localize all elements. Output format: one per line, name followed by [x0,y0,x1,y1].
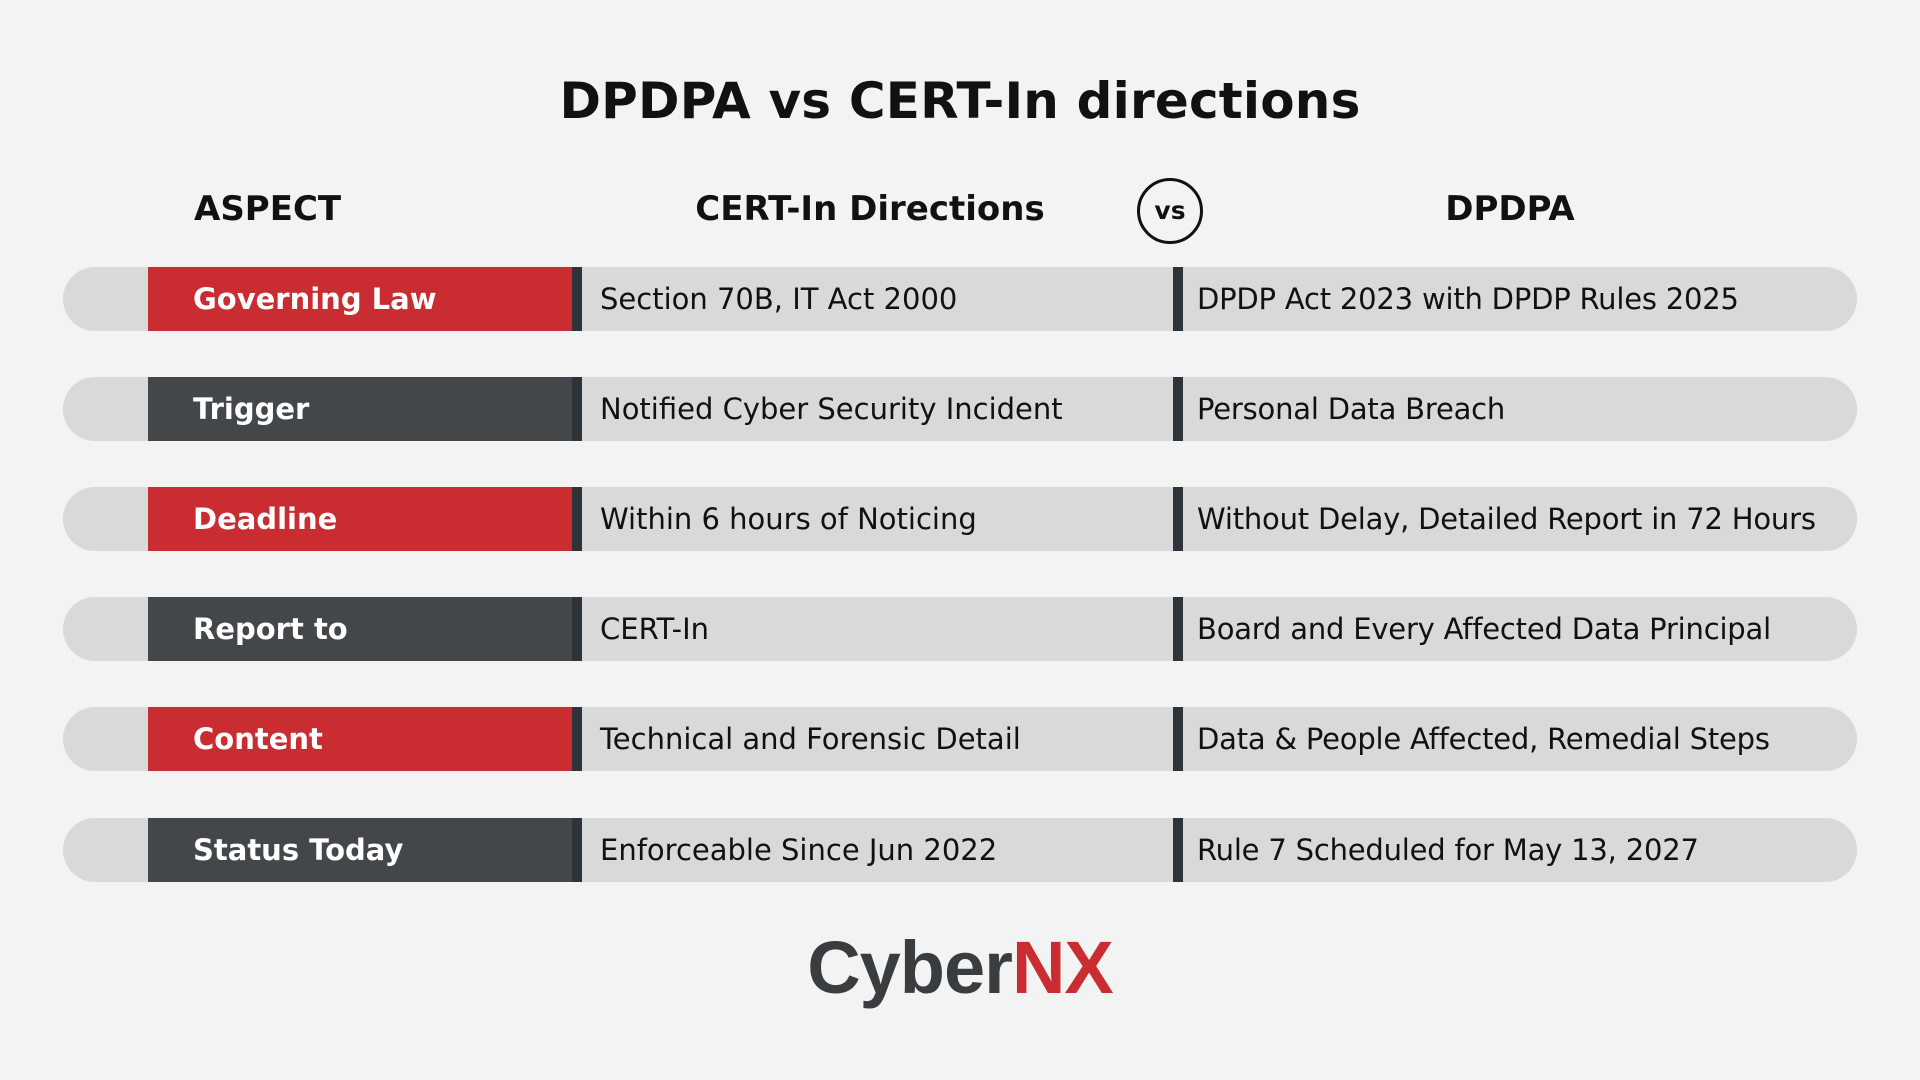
cert-in-column-header: CERT-In Directions [695,189,1045,229]
cert-in-cell: Technical and Forensic Detail [600,722,1021,756]
column-divider [1173,377,1183,441]
comparison-row-report-to: Report to CERT-In Board and Every Affect… [63,597,1857,661]
cert-in-cell: Notified Cyber Security Incident [600,392,1063,426]
aspect-label: Report to [148,597,572,661]
comparison-row-deadline: Deadline Within 6 hours of Noticing With… [63,487,1857,551]
aspect-column-header: ASPECT [194,189,342,229]
cybernx-logo: CyberNX [0,925,1920,1010]
column-divider [1173,487,1183,551]
dpdpa-cell: Without Delay, Detailed Report in 72 Hou… [1197,502,1816,536]
column-divider [1173,267,1183,331]
cert-in-cell: CERT-In [600,612,710,646]
dpdpa-cell: Personal Data Breach [1197,392,1506,426]
cert-in-cell: Section 70B, IT Act 2000 [600,282,958,316]
column-divider [572,487,582,551]
logo-text-nx: NX [1011,926,1114,1009]
aspect-label: Deadline [148,487,572,551]
dpdpa-cell: Rule 7 Scheduled for May 13, 2027 [1197,833,1699,867]
column-divider [1173,597,1183,661]
dpdpa-cell: Board and Every Affected Data Principal [1197,612,1771,646]
page-title: DPDPA vs CERT-In directions [559,72,1361,130]
column-divider [572,818,582,882]
column-divider [572,707,582,771]
comparison-row-governing-law: Governing Law Section 70B, IT Act 2000 D… [63,267,1857,331]
cert-in-cell: Within 6 hours of Noticing [600,502,977,536]
comparison-row-content: Content Technical and Forensic Detail Da… [63,707,1857,771]
comparison-row-status-today: Status Today Enforceable Since Jun 2022 … [63,818,1857,882]
column-divider [572,267,582,331]
vs-badge: vs [1137,178,1203,244]
aspect-label: Content [148,707,572,771]
column-divider [572,377,582,441]
aspect-label: Trigger [148,377,572,441]
dpdpa-cell: DPDP Act 2023 with DPDP Rules 2025 [1197,282,1739,316]
column-header-row: ASPECT CERT-In Directions DPDPA vs [0,178,1920,244]
logo-text-cyber: Cyber [807,926,1013,1009]
aspect-label: Status Today [148,818,572,882]
dpdpa-column-header: DPDPA [1445,189,1575,229]
cert-in-cell: Enforceable Since Jun 2022 [600,833,998,867]
aspect-label: Governing Law [148,267,572,331]
comparison-row-trigger: Trigger Notified Cyber Security Incident… [63,377,1857,441]
column-divider [572,597,582,661]
column-divider [1173,707,1183,771]
dpdpa-cell: Data & People Affected, Remedial Steps [1197,722,1770,756]
column-divider [1173,818,1183,882]
